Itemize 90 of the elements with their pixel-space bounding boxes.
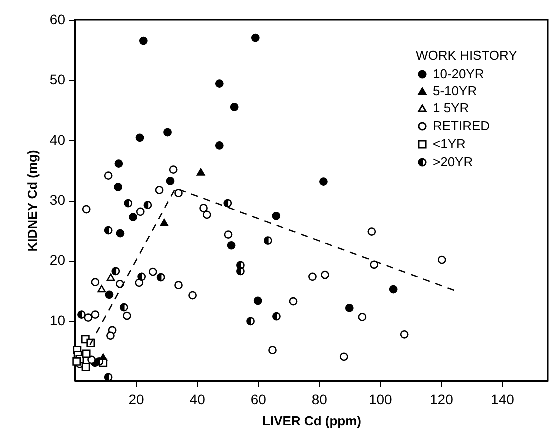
point — [202, 210, 212, 220]
point — [114, 183, 123, 192]
point — [174, 189, 183, 198]
point — [224, 230, 233, 239]
point — [389, 285, 398, 294]
point — [91, 278, 100, 287]
point — [116, 229, 125, 238]
x-axis-title: LIVER Cd (ppm) — [262, 414, 362, 428]
point — [105, 290, 114, 300]
x-tick-label: 140 — [491, 392, 515, 408]
y-tick-label: 30 — [50, 192, 66, 208]
point — [272, 212, 281, 220]
point — [345, 304, 354, 312]
point — [438, 256, 446, 264]
point — [136, 208, 145, 216]
point — [82, 362, 90, 372]
point — [320, 178, 328, 186]
y-tick-label: 50 — [50, 72, 66, 88]
legend-label: <1YR — [433, 136, 466, 152]
point — [104, 172, 113, 180]
point — [321, 270, 330, 280]
x-tick-label: 60 — [250, 392, 267, 408]
point — [106, 332, 115, 340]
point — [215, 80, 224, 88]
y-tick-label: 60 — [50, 12, 66, 28]
point — [72, 358, 82, 366]
point — [227, 241, 236, 250]
point — [114, 160, 124, 168]
point — [91, 310, 100, 319]
point — [95, 358, 104, 366]
point — [246, 317, 255, 326]
x-tick-label: 20 — [128, 392, 145, 408]
point — [251, 34, 260, 42]
legend-label: 1 5YR — [433, 100, 470, 116]
x-tick-label: 80 — [312, 392, 328, 408]
point — [166, 177, 175, 186]
point — [169, 166, 178, 174]
point — [370, 260, 379, 270]
point — [136, 134, 144, 142]
point — [230, 103, 239, 112]
y-axis-title: KIDNEY Cd (mg) — [24, 150, 40, 252]
point — [160, 219, 169, 226]
point — [78, 310, 86, 320]
point — [148, 268, 158, 276]
point — [155, 186, 164, 194]
point — [156, 273, 166, 282]
point — [122, 312, 132, 320]
y-tick-label: 20 — [50, 252, 66, 268]
point — [144, 201, 152, 210]
point — [120, 303, 128, 312]
point — [196, 168, 206, 176]
point — [88, 356, 96, 364]
point — [112, 267, 120, 276]
point — [289, 297, 298, 306]
point — [215, 142, 224, 150]
point — [106, 274, 116, 282]
point — [98, 285, 106, 293]
point — [139, 36, 148, 46]
point — [308, 272, 317, 282]
x-tick-label: 120 — [430, 392, 454, 408]
point — [224, 199, 232, 208]
y-tick-label: 40 — [50, 132, 66, 148]
point — [340, 352, 348, 362]
point — [82, 350, 91, 358]
point — [254, 296, 262, 306]
legend-label: >20YR — [433, 154, 474, 170]
point — [264, 236, 272, 245]
point — [368, 228, 376, 236]
point — [82, 205, 91, 214]
point — [400, 330, 409, 339]
point — [188, 291, 197, 300]
point — [268, 346, 277, 354]
legend-label: RETIRED — [433, 118, 490, 134]
point — [200, 204, 208, 212]
legend-title: WORK HISTORY — [416, 48, 518, 63]
x-tick-label: 100 — [368, 392, 393, 408]
legend-label: 10-20YR — [433, 66, 484, 82]
point — [164, 128, 172, 137]
point — [104, 226, 113, 235]
point — [236, 267, 245, 276]
point — [124, 199, 133, 208]
point — [138, 272, 146, 282]
point — [272, 312, 281, 321]
point — [129, 213, 138, 222]
point — [358, 313, 367, 322]
legend-label: 5-10YR — [433, 84, 478, 98]
y-tick-label: 10 — [50, 312, 66, 328]
point — [174, 281, 183, 290]
x-tick-label: 40 — [190, 392, 206, 408]
point — [84, 314, 93, 322]
